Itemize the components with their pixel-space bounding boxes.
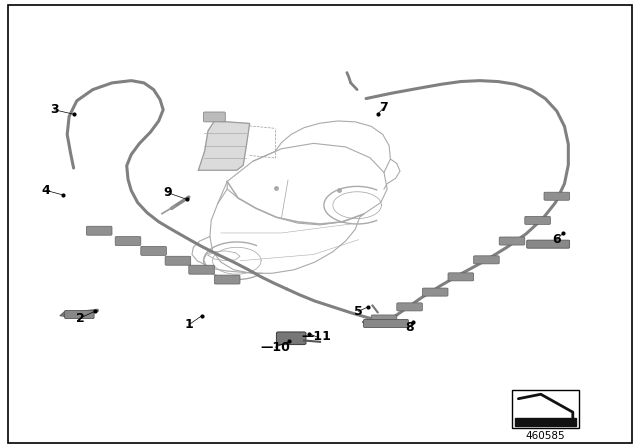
Text: 9: 9	[163, 186, 172, 199]
FancyBboxPatch shape	[527, 240, 570, 248]
FancyBboxPatch shape	[204, 112, 225, 122]
FancyBboxPatch shape	[371, 315, 397, 323]
Text: —10: —10	[260, 340, 290, 354]
Text: 3: 3	[50, 103, 59, 116]
Text: 1: 1	[184, 318, 193, 332]
Text: 6: 6	[552, 233, 561, 246]
FancyBboxPatch shape	[422, 288, 448, 296]
FancyBboxPatch shape	[499, 237, 525, 245]
Text: 8: 8	[405, 320, 414, 334]
FancyBboxPatch shape	[525, 216, 550, 224]
FancyBboxPatch shape	[474, 256, 499, 264]
FancyBboxPatch shape	[214, 275, 240, 284]
Bar	[512, 390, 579, 428]
Polygon shape	[515, 418, 576, 426]
FancyBboxPatch shape	[189, 265, 214, 274]
Polygon shape	[198, 121, 250, 170]
Text: 4: 4	[42, 184, 51, 197]
FancyBboxPatch shape	[165, 256, 191, 265]
FancyBboxPatch shape	[364, 319, 408, 327]
FancyBboxPatch shape	[276, 332, 306, 345]
FancyBboxPatch shape	[448, 273, 474, 281]
Text: —11: —11	[302, 330, 332, 344]
FancyBboxPatch shape	[115, 237, 141, 246]
FancyBboxPatch shape	[65, 310, 94, 319]
FancyBboxPatch shape	[86, 226, 112, 235]
FancyBboxPatch shape	[141, 246, 166, 255]
Text: 2: 2	[76, 311, 84, 325]
Text: 5: 5	[354, 305, 363, 318]
Text: 460585: 460585	[526, 431, 565, 441]
Text: 7: 7	[380, 101, 388, 114]
FancyBboxPatch shape	[397, 303, 422, 311]
FancyBboxPatch shape	[544, 192, 570, 200]
